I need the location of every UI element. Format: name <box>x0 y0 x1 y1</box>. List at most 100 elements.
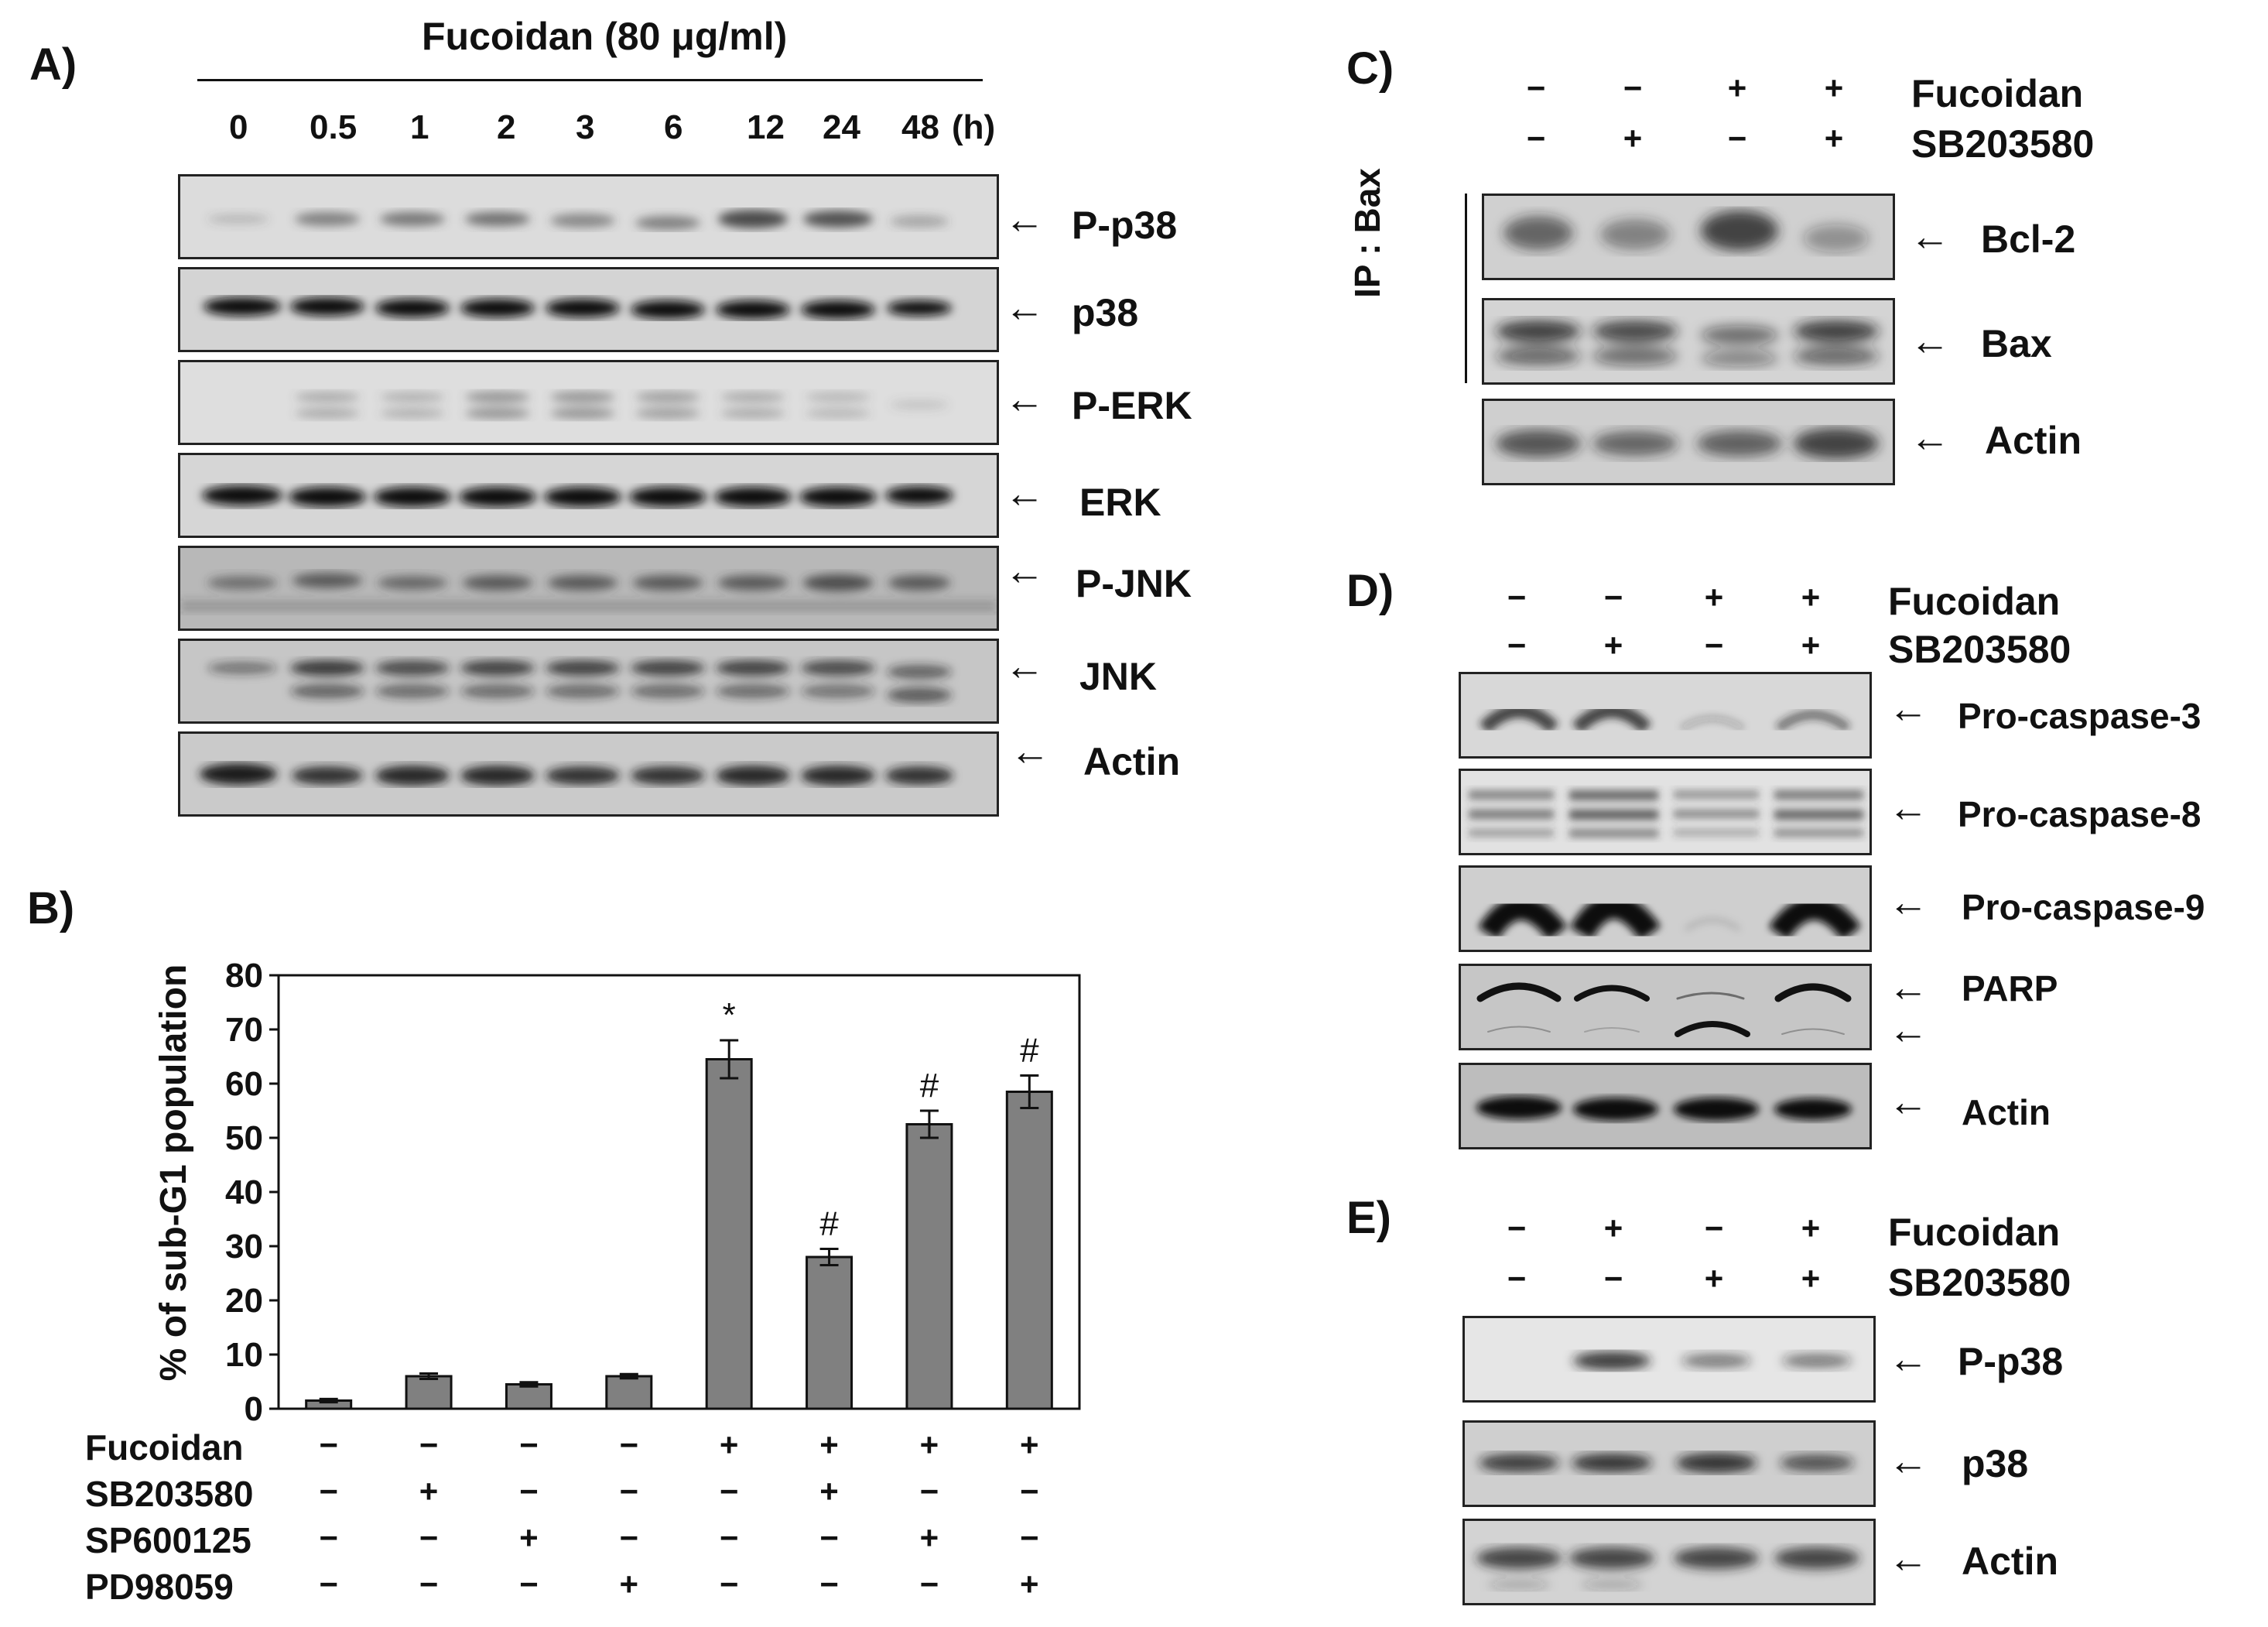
treatment-sign: + <box>1801 579 1821 615</box>
treatment-sign: − <box>1704 627 1724 663</box>
treatment-sign: − <box>1507 627 1527 663</box>
treatment-sign: + <box>919 1519 939 1556</box>
blot-d-procasp8 <box>1459 769 1872 855</box>
treatment-sign: − <box>1020 1473 1039 1509</box>
blot-a-jnk <box>178 639 999 724</box>
blot-label: p38 <box>1962 1442 2029 1485</box>
y-tick-label: 40 <box>225 1173 263 1211</box>
panel-d-letter: D) <box>1346 566 1394 616</box>
treatment-sign: + <box>619 1566 639 1602</box>
treatment-sign: + <box>1603 1210 1623 1246</box>
timepoint-label: 3 <box>576 108 595 146</box>
treatment-sign: − <box>1507 1260 1527 1296</box>
blot-a-p38 <box>178 267 999 352</box>
blot-label: ERK <box>1079 481 1161 524</box>
treatment-sign: − <box>719 1519 739 1556</box>
treatment-sign: − <box>419 1566 439 1602</box>
row-label: SB203580 <box>1888 628 2071 671</box>
plot-frame <box>277 974 1081 1410</box>
panel-c-letter: C) <box>1346 43 1394 94</box>
timepoint-label: 48 <box>901 108 939 146</box>
blot-c-bax <box>1482 298 1895 385</box>
y-tick-label: 70 <box>225 1011 263 1049</box>
treatment-sign: − <box>919 1566 939 1602</box>
treatment-sign: − <box>919 1473 939 1509</box>
arrow-icon: ← <box>1004 644 1045 689</box>
treatment-sign: − <box>519 1473 539 1509</box>
treatment-sign: + <box>1801 1210 1821 1246</box>
treatment-sign: + <box>1623 120 1643 156</box>
treatment-sign: + <box>1603 627 1623 663</box>
significance-marker: # <box>1020 1032 1039 1070</box>
significance-marker: # <box>819 1205 839 1243</box>
treatment-sign: − <box>319 1519 338 1556</box>
y-tick-label: 20 <box>225 1282 263 1320</box>
bar <box>1005 1091 1053 1410</box>
treatment-sign: − <box>1526 70 1546 106</box>
y-tick-label: 0 <box>245 1390 263 1428</box>
blot-c-bcl2 <box>1482 194 1895 280</box>
treatment-sign: − <box>1526 120 1546 156</box>
row-label: Fucoidan <box>1888 580 2061 623</box>
blot-a-pjnk <box>178 546 999 631</box>
arrow-icon: ← <box>1004 197 1045 242</box>
arrow-icon: ← <box>1888 1337 1928 1382</box>
error-bar <box>819 1248 839 1266</box>
blot-label: Pro-caspase-9 <box>1962 887 2205 927</box>
significance-marker: # <box>920 1067 939 1105</box>
treatment-sign: + <box>1020 1566 1039 1602</box>
arrow-icon: ← <box>1888 1080 1928 1125</box>
panel-e-letter: E) <box>1346 1193 1391 1243</box>
ip-label: IP : Bax <box>1347 168 1387 298</box>
treatment-sign: + <box>819 1427 839 1463</box>
row-label: SB203580 <box>1911 122 2095 166</box>
treatment-sign: + <box>1824 70 1844 106</box>
blot-a-actin <box>178 731 999 817</box>
blot-e-pp38 <box>1462 1316 1876 1403</box>
row-label: Fucoidan <box>85 1427 244 1468</box>
sub-g1-bar-chart: % of sub-G1 population 0 10 20 30 40 50 60 70 80… <box>153 957 1081 1428</box>
blot-e-actin <box>1462 1519 1876 1605</box>
significance-marker: * <box>723 996 736 1034</box>
blot-label: PARP <box>1962 968 2058 1009</box>
blot-d-procasp9 <box>1459 865 1872 952</box>
panel-b-letter: B) <box>27 883 75 933</box>
treatment-sign: − <box>719 1566 739 1602</box>
treatment-sign: − <box>519 1427 539 1463</box>
error-bar <box>720 1039 739 1080</box>
arrow-icon: ← <box>1004 549 1045 594</box>
treatment-sign: − <box>519 1566 539 1602</box>
treatment-sign: − <box>1020 1519 1039 1556</box>
error-bar <box>919 1109 939 1139</box>
blot-label: Actin <box>1083 740 1180 783</box>
blot-d-procasp3 <box>1459 672 1872 759</box>
treatment-sign: − <box>1603 1260 1623 1296</box>
blot-label: Actin <box>1962 1092 2051 1132</box>
row-label: SB203580 <box>1888 1261 2071 1304</box>
treatment-sign: − <box>819 1519 839 1556</box>
timepoint-label: 0.5 <box>310 108 357 146</box>
timepoint-label: 0 <box>229 108 248 146</box>
time-unit-label: (h) <box>952 108 996 146</box>
arrow-icon: ← <box>1888 880 1928 925</box>
row-label: SP600125 <box>85 1520 251 1560</box>
bar <box>905 1123 953 1410</box>
error-bar <box>319 1397 338 1404</box>
treatment-sign: + <box>919 1427 939 1463</box>
timepoint-label: 24 <box>823 108 860 146</box>
treatment-sign: + <box>1020 1427 1039 1463</box>
treatment-sign: + <box>419 1473 439 1509</box>
y-tick-label: 10 <box>225 1336 263 1374</box>
row-label: Fucoidan <box>1911 72 2084 115</box>
bar <box>705 1058 753 1410</box>
blot-a-pp38 <box>178 174 999 259</box>
timepoint-label: 6 <box>664 108 683 146</box>
treatment-sign: + <box>1704 579 1724 615</box>
treatment-sign: − <box>1704 1210 1724 1246</box>
treatment-sign: − <box>719 1473 739 1509</box>
y-tick-label: 80 <box>225 957 263 995</box>
error-bar <box>619 1372 638 1380</box>
treatment-sign: + <box>519 1519 539 1556</box>
treatment-sign: + <box>1801 627 1821 663</box>
error-bar <box>1020 1074 1039 1109</box>
